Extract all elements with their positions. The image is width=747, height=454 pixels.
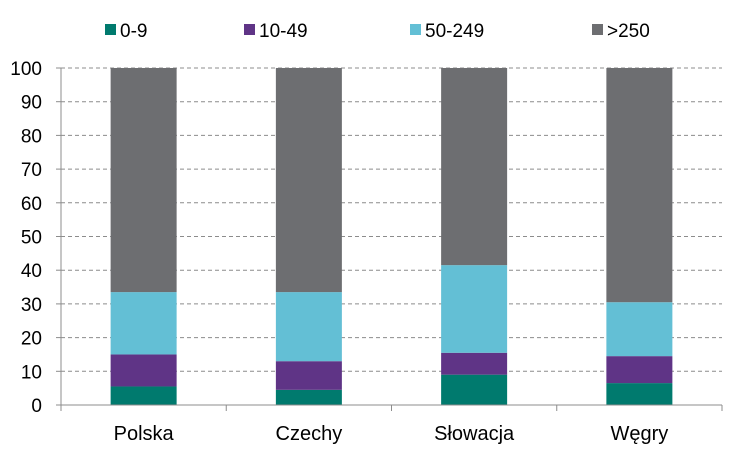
bar-segment <box>110 68 177 293</box>
legend: 0-9 10-49 50-249 >250 <box>105 21 650 42</box>
legend-label: 10-49 <box>259 21 308 42</box>
bar-segment <box>110 386 177 405</box>
bar-segment <box>441 374 508 405</box>
bar-segment <box>606 356 673 384</box>
x-category-label: Węgry <box>610 423 668 445</box>
x-category-label: Czechy <box>276 423 343 445</box>
legend-label: 0-9 <box>120 21 147 42</box>
y-tick-label: 20 <box>21 329 42 350</box>
y-tick-label: 30 <box>21 295 42 316</box>
gridlines <box>61 67 722 372</box>
x-category-label: Polska <box>114 423 175 445</box>
y-tick-label: 60 <box>21 194 42 215</box>
legend-label: 50-249 <box>425 21 484 42</box>
bar-segment <box>441 68 508 266</box>
y-tick-label: 10 <box>21 362 42 383</box>
y-tick-label: 0 <box>31 396 42 417</box>
legend-swatch <box>244 24 255 35</box>
y-tick-label: 50 <box>21 228 42 249</box>
bar-segment <box>275 361 342 390</box>
bar-segment <box>275 68 342 293</box>
bar-segment <box>441 265 508 353</box>
legend-swatch <box>592 24 603 35</box>
bar-segment <box>606 68 673 303</box>
bars <box>110 68 673 405</box>
bar-segment <box>110 354 177 387</box>
legend-swatch <box>105 24 116 35</box>
x-axis-category-labels: Polska Czechy Słowacja Węgry <box>114 423 669 445</box>
x-category-label: Słowacja <box>434 423 515 445</box>
bar-segment <box>275 389 342 405</box>
y-tick-label: 80 <box>21 126 42 147</box>
bar-segment <box>606 302 673 357</box>
bar-segment <box>275 292 342 362</box>
y-tick-label: 100 <box>10 59 42 80</box>
bar-segment <box>110 292 177 355</box>
y-tick-label: 70 <box>21 160 42 181</box>
bar-segment <box>441 352 508 375</box>
bar-segment <box>606 383 673 405</box>
legend-swatch <box>410 24 421 35</box>
y-tick-label: 40 <box>21 261 42 282</box>
y-tick-label: 90 <box>21 93 42 114</box>
legend-label: >250 <box>607 21 650 42</box>
y-axis-tick-labels: 0 10 20 30 40 50 60 70 80 90 100 <box>10 59 61 417</box>
